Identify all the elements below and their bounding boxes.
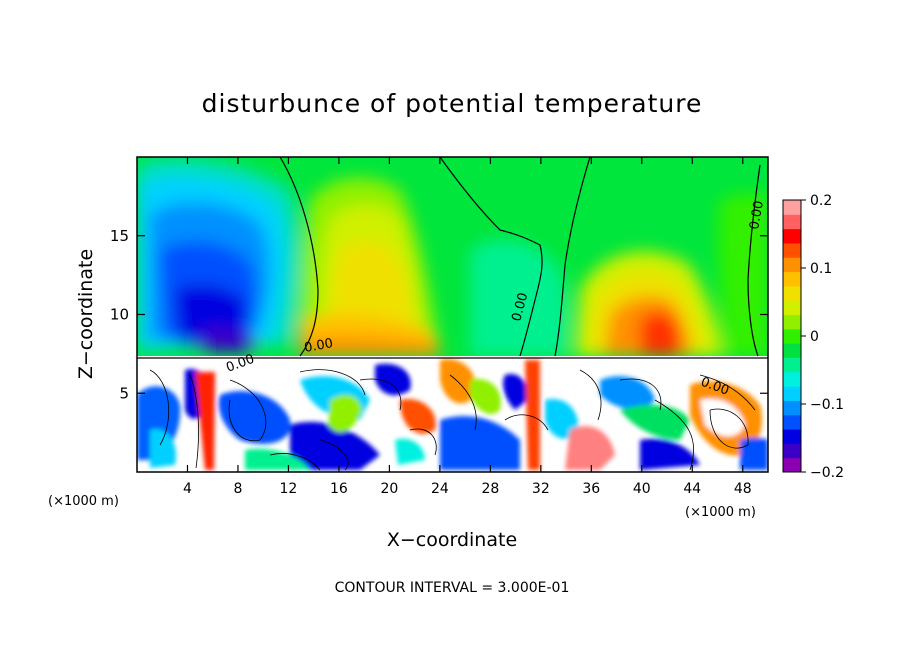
heatmap-field bbox=[137, 157, 768, 472]
x-tick-label: 28 bbox=[481, 481, 499, 497]
x-tick-label: 40 bbox=[633, 481, 651, 497]
x-unit-label-left: (×1000 m) bbox=[48, 494, 119, 509]
y-axis-label: Z−coordinate bbox=[75, 249, 97, 379]
colorbar-swatch bbox=[783, 400, 801, 416]
colorbar-swatch bbox=[783, 200, 801, 215]
colorbar-swatch bbox=[783, 343, 801, 358]
y-tick-label: 10 bbox=[110, 306, 129, 324]
colorbar-swatch bbox=[783, 314, 801, 330]
x-tick-label: 48 bbox=[734, 481, 752, 497]
y-axis-ticks: 5 10 15 bbox=[110, 227, 768, 402]
colorbar-swatch bbox=[783, 371, 801, 387]
y-tick-label: 15 bbox=[110, 227, 129, 245]
x-tick-label: 8 bbox=[233, 481, 242, 497]
x-tick-label: 44 bbox=[683, 481, 701, 497]
colorbar-swatch bbox=[783, 443, 801, 459]
colorbar-tick-label: 0.1 bbox=[810, 261, 832, 277]
contour-label: 0.00 bbox=[303, 336, 334, 356]
x-tick-label: 32 bbox=[532, 481, 550, 497]
colorbar-tick-label: −0.2 bbox=[810, 465, 844, 481]
contour-interval: CONTOUR INTERVAL = 3.000E-01 bbox=[335, 580, 570, 596]
x-tick-label: 12 bbox=[280, 481, 298, 497]
x-axis-ticks: 4 8 12 16 20 24 28 32 36 40 44 48 bbox=[183, 157, 752, 497]
colorbar bbox=[783, 200, 801, 473]
y-tick-label: 5 bbox=[119, 384, 129, 402]
x-tick-label: 4 bbox=[183, 481, 192, 497]
colorbar-tick-label: 0 bbox=[810, 329, 819, 345]
colorbar-swatch bbox=[783, 414, 801, 430]
colorbar-swatch bbox=[783, 214, 801, 230]
x-tick-label: 24 bbox=[431, 481, 449, 497]
colorbar-swatch bbox=[783, 386, 801, 401]
contour-label: 0.00 bbox=[509, 291, 531, 323]
x-tick-label: 20 bbox=[380, 481, 398, 497]
colorbar-swatch bbox=[783, 285, 801, 301]
x-tick-label: 16 bbox=[330, 481, 348, 497]
colorbar-swatch bbox=[783, 457, 801, 473]
x-unit-label-right: (×1000 m) bbox=[685, 505, 756, 520]
colorbar-swatch bbox=[783, 271, 801, 287]
colorbar-tick-label: −0.1 bbox=[810, 397, 844, 413]
colorbar-ticks: 0.2 0.1 0 −0.1 −0.2 bbox=[801, 193, 844, 481]
colorbar-swatch bbox=[783, 257, 801, 273]
colorbar-swatch bbox=[783, 300, 801, 316]
colorbar-swatch bbox=[783, 429, 801, 444]
x-tick-label: 36 bbox=[582, 481, 600, 497]
colorbar-swatch bbox=[783, 228, 801, 244]
colorbar-swatch bbox=[783, 357, 801, 373]
x-axis-label: X−coordinate bbox=[387, 529, 517, 551]
colorbar-swatch bbox=[783, 242, 801, 258]
chart-title: disturbunce of potential temperature bbox=[202, 89, 703, 118]
colorbar-tick-label: 0.2 bbox=[810, 193, 832, 209]
contour-label: 0.00 bbox=[747, 200, 767, 231]
colorbar-swatch bbox=[783, 328, 801, 344]
